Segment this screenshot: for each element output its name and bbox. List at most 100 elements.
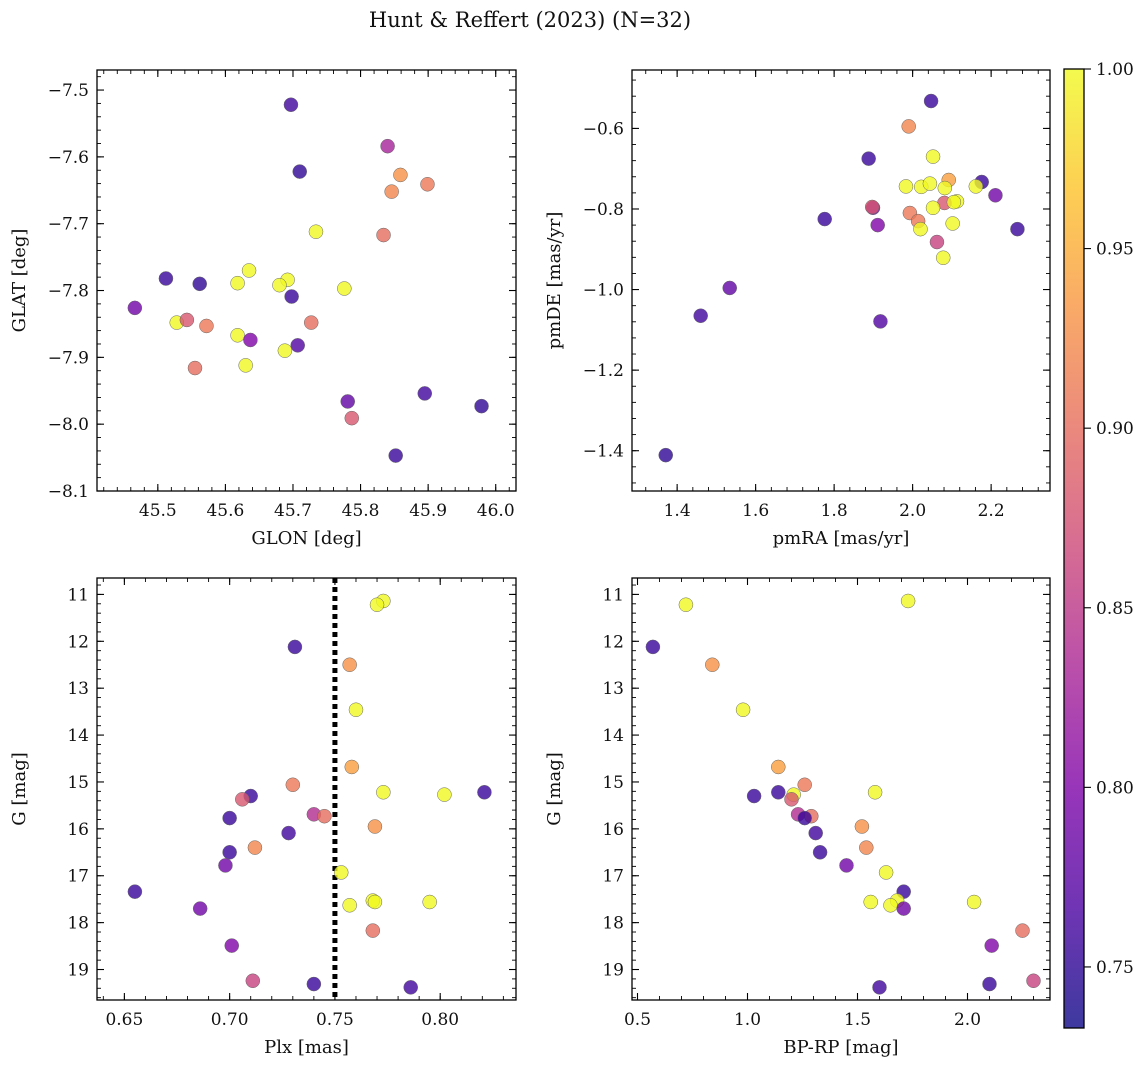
plx-g-data-point <box>376 785 391 800</box>
lon-lat-ytick-label: −8.0 <box>48 415 89 435</box>
colorbar-tick-label: 0.95 <box>1096 240 1134 260</box>
lon-lat-xtick-label: 46.0 <box>477 501 515 521</box>
colorbar-tick-label: 1.00 <box>1096 60 1134 80</box>
bprp-g-ytick-label: 15 <box>602 773 624 793</box>
plx-g-x-axis-label: Plx [mas] <box>264 1037 349 1058</box>
plx-g-ytick-label: 15 <box>67 773 89 793</box>
bprp-g-xtick-label: 2.0 <box>954 1010 981 1030</box>
pm-ytick-label: −1.0 <box>583 281 624 301</box>
plx-g-data-point <box>287 639 303 655</box>
plx-g-data-point <box>367 819 383 834</box>
plx-g-data-point <box>369 597 385 612</box>
lon-lat-data-point <box>308 224 324 239</box>
pm-data-point <box>923 93 939 109</box>
plx-g-data-point <box>224 938 240 953</box>
figure-title: Hunt & Reffert (2023) (N=32) <box>369 8 691 32</box>
bprp-g-data-point <box>854 819 870 834</box>
colorbar-frame <box>1063 68 1085 1029</box>
lon-lat-data-point <box>192 276 207 292</box>
lon-lat-data-point <box>376 227 391 243</box>
lon-lat-data-point <box>199 318 214 334</box>
plx-g-data-point <box>285 777 301 793</box>
bprp-g-data-point <box>839 858 854 873</box>
lon-lat-x-axis-label: GLON [deg] <box>251 528 361 549</box>
bprp-g-data-point <box>1026 973 1041 989</box>
colorbar-tick-label: 0.80 <box>1096 778 1134 798</box>
pm-data-point <box>873 314 888 329</box>
lon-lat-data-point <box>158 271 174 286</box>
lon-lat-data-point <box>277 343 293 358</box>
pm-ytick-label: −1.2 <box>583 361 624 381</box>
bprp-g-data-point <box>705 657 720 672</box>
pm-data-point <box>925 149 941 164</box>
lon-lat-data-point <box>127 300 143 316</box>
plx-g-data-point <box>281 825 296 841</box>
pm-data-point <box>861 151 876 166</box>
bprp-g-data-point <box>863 894 878 910</box>
pm-axes-frame <box>631 69 1051 492</box>
bprp-g-data-point <box>867 785 883 800</box>
plx-g-data-point <box>365 923 381 938</box>
plx-g-xtick-label: 0.65 <box>105 1010 143 1030</box>
lon-lat-ytick-label: −7.7 <box>48 215 89 235</box>
lon-lat-xtick-label: 45.8 <box>342 501 380 521</box>
bprp-g-data-point <box>808 825 823 841</box>
proper-motion-panel: 1.4 1.6 1.8 2.0 2.2 −0.6 −0.8 −1.0 −1.2 −1.4 pmRA … <box>544 69 1051 549</box>
bprp-g-ytick-label: 16 <box>602 820 624 840</box>
bprp-g-data-point <box>784 792 799 807</box>
colorbar: 0.75 0.80 0.85 0.90 0.95 1.00 <box>1063 60 1134 1029</box>
bprp-g-data-point <box>896 901 911 916</box>
pm-xtick-label: 2.2 <box>978 501 1005 521</box>
colorbar-tick-label: 0.85 <box>1096 599 1134 619</box>
parallax-magnitude-panel: 0.65 0.70 0.75 0.80 11 12 13 14 15 16 17 18 19 Plx [m… <box>9 577 517 1058</box>
lon-lat-data-point <box>272 277 287 293</box>
lon-lat-data-point <box>230 275 245 291</box>
colorbar-tick-label: 0.75 <box>1096 958 1134 978</box>
pm-data-point <box>1010 221 1025 237</box>
lon-lat-xtick-label: 45.7 <box>274 501 312 521</box>
color-magnitude-panel: 0.5 1.0 1.5 2.0 11 12 13 14 15 16 17 18 19 BP-RP [mag… <box>544 577 1051 1058</box>
plx-g-data-point <box>333 865 349 880</box>
lon-lat-data-point <box>303 315 319 330</box>
bprp-g-data-point <box>872 980 887 995</box>
bprp-g-data-point <box>1015 923 1030 938</box>
plx-g-xtick-label: 0.80 <box>421 1010 459 1030</box>
plx-g-ytick-label: 18 <box>67 914 89 934</box>
plx-g-data-point <box>403 980 418 995</box>
pm-data-point <box>935 250 951 265</box>
lon-lat-xtick-label: 45.9 <box>409 501 447 521</box>
bprp-g-data-point <box>678 597 694 612</box>
lon-lat-data-point <box>344 410 360 426</box>
bprp-g-x-axis-label: BP-RP [mag] <box>783 1037 898 1058</box>
plx-g-data-point <box>437 787 452 802</box>
pm-data-point <box>693 308 708 324</box>
pm-xtick-label: 2.0 <box>899 501 926 521</box>
pm-ytick-label: −1.4 <box>583 442 624 462</box>
plx-g-data-point <box>422 894 437 910</box>
plx-g-ytick-label: 19 <box>67 961 89 981</box>
lon-lat-ytick-label: −7.6 <box>48 148 89 168</box>
pm-x-axis-label: pmRA [mas/yr] <box>773 528 910 549</box>
pm-y-axis-label: pmDE [mas/yr] <box>544 212 565 350</box>
lon-lat-ytick-label: −7.9 <box>48 348 89 368</box>
lon-lat-xtick-label: 45.6 <box>206 501 244 521</box>
pm-data-point <box>945 216 960 231</box>
plx-g-data-point <box>477 785 492 800</box>
bprp-g-data-point <box>746 788 762 804</box>
plx-g-data-point <box>317 808 332 824</box>
pm-data-point <box>870 217 885 233</box>
pm-data-point <box>898 179 914 194</box>
bprp-g-axes-frame <box>631 577 1051 1001</box>
pm-ytick-label: −0.6 <box>583 119 624 139</box>
lon-lat-data-point <box>420 177 435 192</box>
lon-lat-y-axis-label: GLAT [deg] <box>9 229 30 333</box>
pm-data-point <box>901 119 916 134</box>
plx-g-data-point <box>344 759 360 775</box>
lon-lat-ytick-label: −8.1 <box>48 482 89 502</box>
pm-xtick-label: 1.6 <box>742 501 769 521</box>
bprp-g-data-point <box>812 845 828 860</box>
lon-lat-data-point <box>384 184 399 199</box>
bprp-g-xtick-label: 0.5 <box>624 1010 651 1030</box>
plx-g-data-point <box>342 657 357 672</box>
plx-g-ytick-label: 17 <box>67 867 89 887</box>
